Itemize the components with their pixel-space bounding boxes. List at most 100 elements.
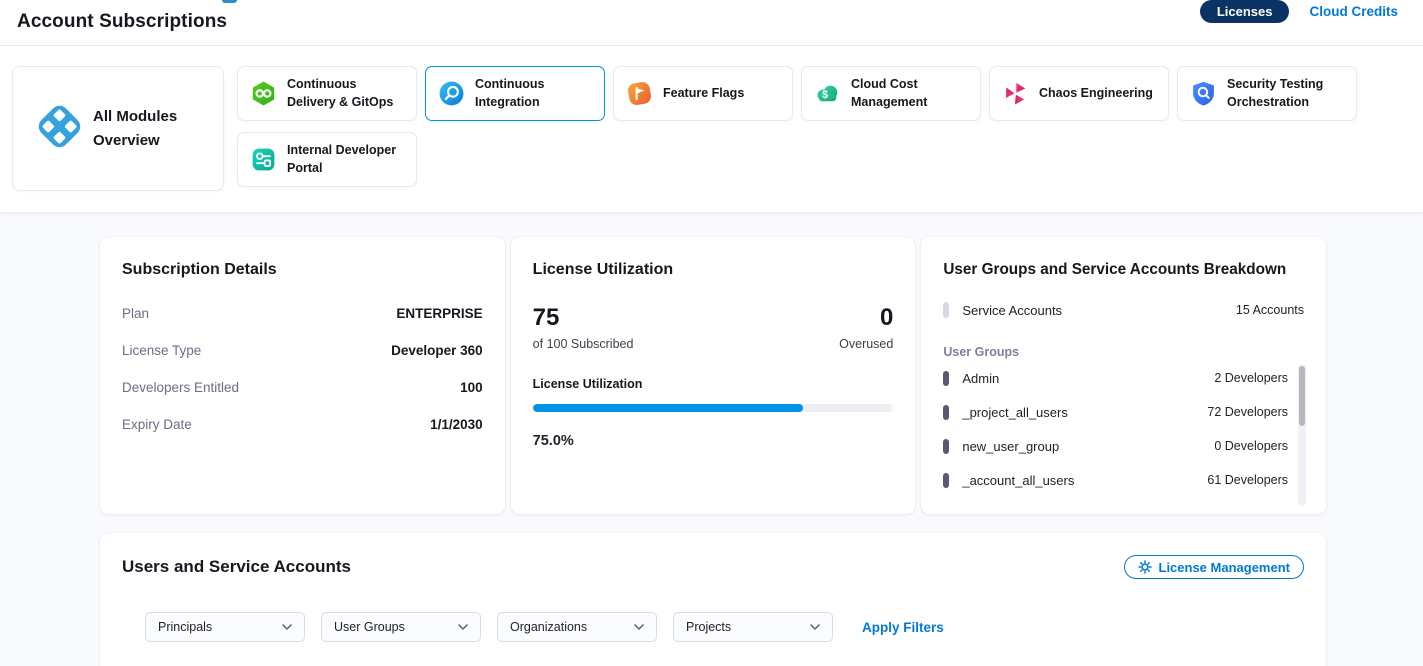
overused-stat: 0 Overused	[839, 305, 893, 351]
module-chip-label: Cloud Cost Management	[851, 76, 970, 111]
detail-value: ENTERPRISE	[396, 306, 482, 321]
sto-icon	[1190, 80, 1217, 107]
modules-band: All Modules Overview Continuous Delivery…	[0, 46, 1423, 212]
overused-count: 0	[839, 305, 893, 331]
detail-label: Expiry Date	[122, 417, 192, 432]
groups-scrollbar-thumb[interactable]	[1299, 366, 1305, 426]
user-group-row: _project_all_users 72 Developers	[943, 395, 1304, 429]
user-group-marker	[943, 473, 949, 488]
user-group-marker	[943, 439, 949, 454]
detail-label: License Type	[122, 343, 201, 358]
user-group-marker	[943, 371, 949, 386]
module-chip-internal-developer-portal[interactable]: Internal Developer Portal	[237, 132, 417, 187]
user-groups-filter-label: User Groups	[334, 620, 405, 634]
all-modules-icon	[35, 102, 84, 156]
cloud-credits-link[interactable]: Cloud Credits	[1309, 4, 1398, 19]
subscribed-caption: of 100 Subscribed	[533, 337, 634, 351]
ci-icon	[438, 80, 465, 107]
principals-filter-label: Principals	[158, 620, 212, 634]
breakdown-card: User Groups and Service Accounts Breakdo…	[921, 237, 1326, 514]
principals-filter-dropdown[interactable]: Principals	[145, 612, 305, 642]
content-area: Subscription Details Plan ENTERPRISE Lic…	[0, 212, 1423, 666]
user-group-label: _account_all_users	[962, 473, 1074, 488]
subscription-details-card: Subscription Details Plan ENTERPRISE Lic…	[100, 237, 505, 514]
groups-scrollbar-track[interactable]	[1298, 364, 1306, 506]
licenses-button[interactable]: Licenses	[1200, 0, 1290, 23]
user-group-row: Admin 2 Developers	[943, 361, 1304, 395]
module-chip-feature-flags[interactable]: Feature Flags	[613, 66, 793, 121]
subscribed-count: 75	[533, 305, 634, 331]
utilization-bar-label: License Utilization	[533, 377, 894, 391]
chevron-down-icon	[282, 624, 292, 630]
service-accounts-row: Service Accounts 15 Accounts	[943, 302, 1304, 318]
user-group-value: 72 Developers	[1207, 405, 1288, 419]
detail-row-developers-entitled: Developers Entitled 100	[122, 380, 483, 395]
license-utilization-title: License Utilization	[533, 261, 894, 279]
module-chip-label: Security Testing Orchestration	[1227, 76, 1346, 111]
apply-filters-link[interactable]: Apply Filters	[862, 620, 944, 635]
module-chip-label: Continuous Integration	[475, 76, 594, 111]
detail-value: Developer 360	[391, 343, 483, 358]
user-group-value: 2 Developers	[1214, 371, 1288, 385]
user-group-label: new_user_group	[962, 439, 1059, 454]
module-chip-label: Internal Developer Portal	[287, 142, 406, 177]
module-chip-label: Feature Flags	[663, 85, 744, 103]
detail-row-plan: Plan ENTERPRISE	[122, 306, 483, 321]
page-header: Account Subscriptions Licenses Cloud Cre…	[0, 0, 1423, 46]
user-groups-heading: User Groups	[943, 345, 1304, 359]
all-modules-overview-label: All Modules Overview	[93, 105, 209, 152]
user-group-label: _project_all_users	[962, 405, 1068, 420]
detail-value: 100	[460, 380, 483, 395]
detail-row-expiry-date: Expiry Date 1/1/2030	[122, 417, 483, 432]
user-groups-list: Admin 2 Developers _project_all_users 72…	[943, 361, 1304, 497]
feature-flags-icon	[626, 80, 653, 107]
overused-caption: Overused	[839, 337, 893, 351]
cutoff-blue-fragment	[222, 0, 237, 3]
chevron-down-icon	[634, 624, 644, 630]
idp-icon	[250, 146, 277, 173]
gear-icon	[1138, 560, 1152, 574]
breakdown-title: User Groups and Service Accounts Breakdo…	[943, 261, 1304, 279]
subscription-details-title: Subscription Details	[122, 261, 483, 279]
detail-label: Developers Entitled	[122, 380, 239, 395]
subscribed-stat: 75 of 100 Subscribed	[533, 305, 634, 351]
all-modules-overview-card[interactable]: All Modules Overview	[12, 66, 224, 191]
license-management-label: License Management	[1159, 560, 1291, 575]
module-chip-cloud-cost[interactable]: $ Cloud Cost Management	[801, 66, 981, 121]
license-utilization-card: License Utilization 75 of 100 Subscribed…	[511, 237, 916, 514]
service-accounts-marker	[943, 302, 949, 318]
organizations-filter-dropdown[interactable]: Organizations	[497, 612, 657, 642]
user-group-label: Admin	[962, 371, 999, 386]
user-group-row: new_user_group 0 Developers	[943, 429, 1304, 463]
service-accounts-label: Service Accounts	[962, 303, 1062, 318]
module-chip-chaos-engineering[interactable]: Chaos Engineering	[989, 66, 1169, 121]
user-group-value: 61 Developers	[1207, 473, 1288, 487]
cd-gitops-icon	[250, 80, 277, 107]
organizations-filter-label: Organizations	[510, 620, 587, 634]
user-group-row: _account_all_users 61 Developers	[943, 463, 1304, 497]
module-chip-label: Chaos Engineering	[1039, 85, 1153, 103]
detail-value: 1/1/2030	[430, 417, 483, 432]
module-chip-cd-gitops[interactable]: Continuous Delivery & GitOps	[237, 66, 417, 121]
module-chip-security-testing[interactable]: Security Testing Orchestration	[1177, 66, 1357, 121]
users-section-title: Users and Service Accounts	[122, 557, 351, 577]
users-service-accounts-card: Users and Service Accounts License Manag…	[100, 533, 1326, 666]
chevron-down-icon	[810, 624, 820, 630]
module-chip-continuous-integration[interactable]: Continuous Integration	[425, 66, 605, 121]
utilization-progress-track	[533, 404, 894, 412]
projects-filter-dropdown[interactable]: Projects	[673, 612, 833, 642]
projects-filter-label: Projects	[686, 620, 731, 634]
module-chip-label: Continuous Delivery & GitOps	[287, 76, 406, 111]
chevron-down-icon	[458, 624, 468, 630]
user-group-value: 0 Developers	[1214, 439, 1288, 453]
service-accounts-value: 15 Accounts	[1236, 303, 1304, 317]
cloud-cost-icon: $	[814, 80, 841, 107]
page-title: Account Subscriptions	[17, 11, 227, 33]
detail-row-license-type: License Type Developer 360	[122, 343, 483, 358]
utilization-progress-fill	[533, 404, 804, 412]
license-management-button[interactable]: License Management	[1124, 555, 1305, 579]
user-group-marker	[943, 405, 949, 420]
user-groups-filter-dropdown[interactable]: User Groups	[321, 612, 481, 642]
svg-text:$: $	[822, 89, 828, 101]
utilization-percent: 75.0%	[533, 433, 894, 449]
